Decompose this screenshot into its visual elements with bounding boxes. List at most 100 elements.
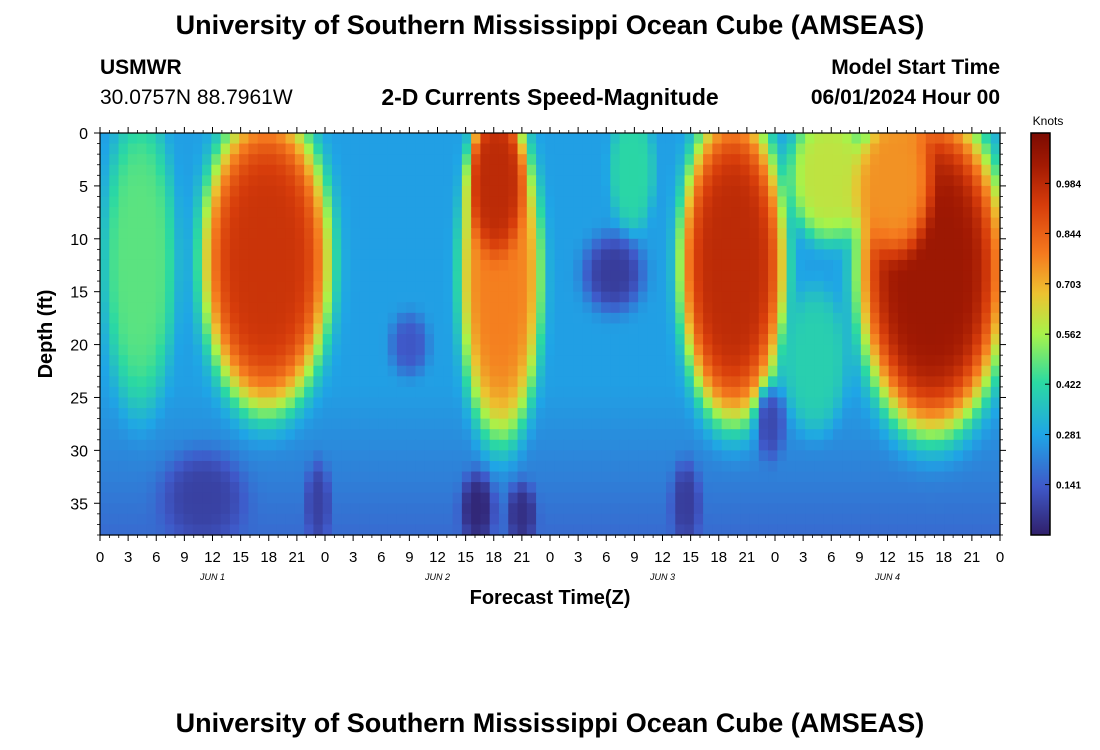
heatmap-cell	[294, 164, 305, 176]
heatmap-cell	[211, 238, 222, 250]
heatmap-cell	[795, 185, 806, 198]
heatmap-cell	[703, 386, 713, 399]
heatmap-cell	[202, 429, 212, 441]
heatmap-cell	[526, 228, 537, 240]
heatmap-cell	[517, 503, 528, 515]
heatmap-cell	[777, 238, 788, 250]
heatmap-cell	[730, 228, 741, 240]
heatmap-cell	[749, 482, 760, 494]
heatmap-cell	[953, 397, 964, 409]
heatmap-cell	[127, 376, 138, 388]
heatmap-cell	[341, 397, 352, 409]
heatmap-cell	[118, 228, 129, 240]
heatmap-cell	[183, 207, 194, 219]
heatmap-cell	[675, 386, 686, 399]
heatmap-cell	[712, 259, 723, 272]
heatmap-cell	[601, 524, 611, 536]
heatmap-cell	[545, 196, 556, 208]
heatmap-cell	[100, 185, 110, 198]
heatmap-cell	[109, 376, 120, 388]
heatmap-cell	[508, 365, 519, 377]
heatmap-cell	[424, 397, 435, 409]
heatmap-cell	[972, 164, 983, 176]
heatmap-cell	[192, 439, 203, 451]
heatmap-cell	[396, 249, 407, 261]
heatmap-cell	[517, 133, 528, 145]
heatmap-cell	[304, 270, 314, 282]
heatmap-cell	[601, 281, 611, 293]
heatmap-cell	[712, 513, 723, 526]
heatmap-cell	[962, 397, 973, 409]
heatmap-cell	[406, 376, 417, 388]
heatmap-cell	[693, 429, 704, 441]
heatmap-cell	[424, 376, 435, 388]
heatmap-cell	[563, 133, 574, 145]
heatmap-cell	[721, 143, 732, 155]
heatmap-cell	[944, 281, 955, 293]
heatmap-cell	[341, 238, 352, 250]
heatmap-cell	[489, 513, 500, 526]
heatmap-cell	[545, 185, 556, 198]
heatmap-cell	[443, 355, 454, 367]
heatmap-cell	[489, 450, 500, 462]
heatmap-cell	[526, 249, 537, 261]
heatmap-cell	[925, 249, 936, 261]
heatmap-cell	[703, 365, 713, 377]
heatmap-cell	[962, 503, 973, 515]
heatmap-cell	[146, 259, 157, 272]
heatmap-cell	[220, 143, 231, 155]
heatmap-cell	[396, 355, 407, 367]
heatmap-cell	[424, 238, 435, 250]
heatmap-cell	[916, 312, 927, 325]
heatmap-cell	[322, 259, 333, 272]
heatmap-cell	[183, 164, 194, 176]
heatmap-cell	[202, 291, 212, 303]
heatmap-cell	[721, 196, 732, 208]
heatmap-cell	[434, 217, 444, 229]
heatmap-cell	[610, 460, 621, 473]
heatmap-cell	[647, 418, 658, 430]
heatmap-cell	[619, 418, 630, 430]
heatmap-cell	[888, 355, 899, 367]
heatmap-cell	[267, 312, 277, 325]
heatmap-cell	[471, 133, 482, 145]
heatmap-cell	[387, 503, 398, 515]
heatmap-cell	[127, 503, 138, 515]
heatmap-cell	[508, 386, 519, 399]
heatmap-cell	[192, 154, 203, 166]
heatmap-cell	[888, 164, 899, 176]
heatmap-cell	[944, 185, 955, 198]
heatmap-cell	[758, 207, 769, 219]
heatmap-cell	[860, 460, 871, 473]
heatmap-cell	[359, 344, 370, 356]
heatmap-cell	[118, 175, 129, 187]
heatmap-cell	[387, 291, 398, 303]
heatmap-cell	[656, 143, 667, 155]
heatmap-cell	[229, 482, 240, 494]
heatmap-cell	[248, 397, 259, 409]
heatmap-cell	[601, 196, 611, 208]
heatmap-cell	[656, 302, 667, 314]
heatmap-cell	[304, 154, 314, 166]
heatmap-cell	[526, 513, 537, 526]
heatmap-cell	[860, 175, 871, 187]
heatmap-cell	[127, 429, 138, 441]
heatmap-cell	[452, 450, 463, 462]
heatmap-cell	[202, 386, 212, 399]
heatmap-cell	[424, 503, 435, 515]
heatmap-cell	[749, 133, 760, 145]
heatmap-cell	[935, 185, 945, 198]
heatmap-cell	[127, 281, 138, 293]
heatmap-cell	[610, 334, 621, 346]
heatmap-cell	[573, 312, 584, 325]
heatmap-cell	[202, 524, 212, 536]
heatmap-cell	[359, 376, 370, 388]
heatmap-cell	[434, 513, 444, 526]
heatmap-cell	[656, 408, 667, 420]
heatmap-cell	[563, 376, 574, 388]
heatmap-cell	[554, 386, 565, 399]
heatmap-cell	[452, 365, 463, 377]
heatmap-cell	[972, 513, 983, 526]
heatmap-cell	[415, 344, 426, 356]
heatmap-cell	[285, 386, 296, 399]
